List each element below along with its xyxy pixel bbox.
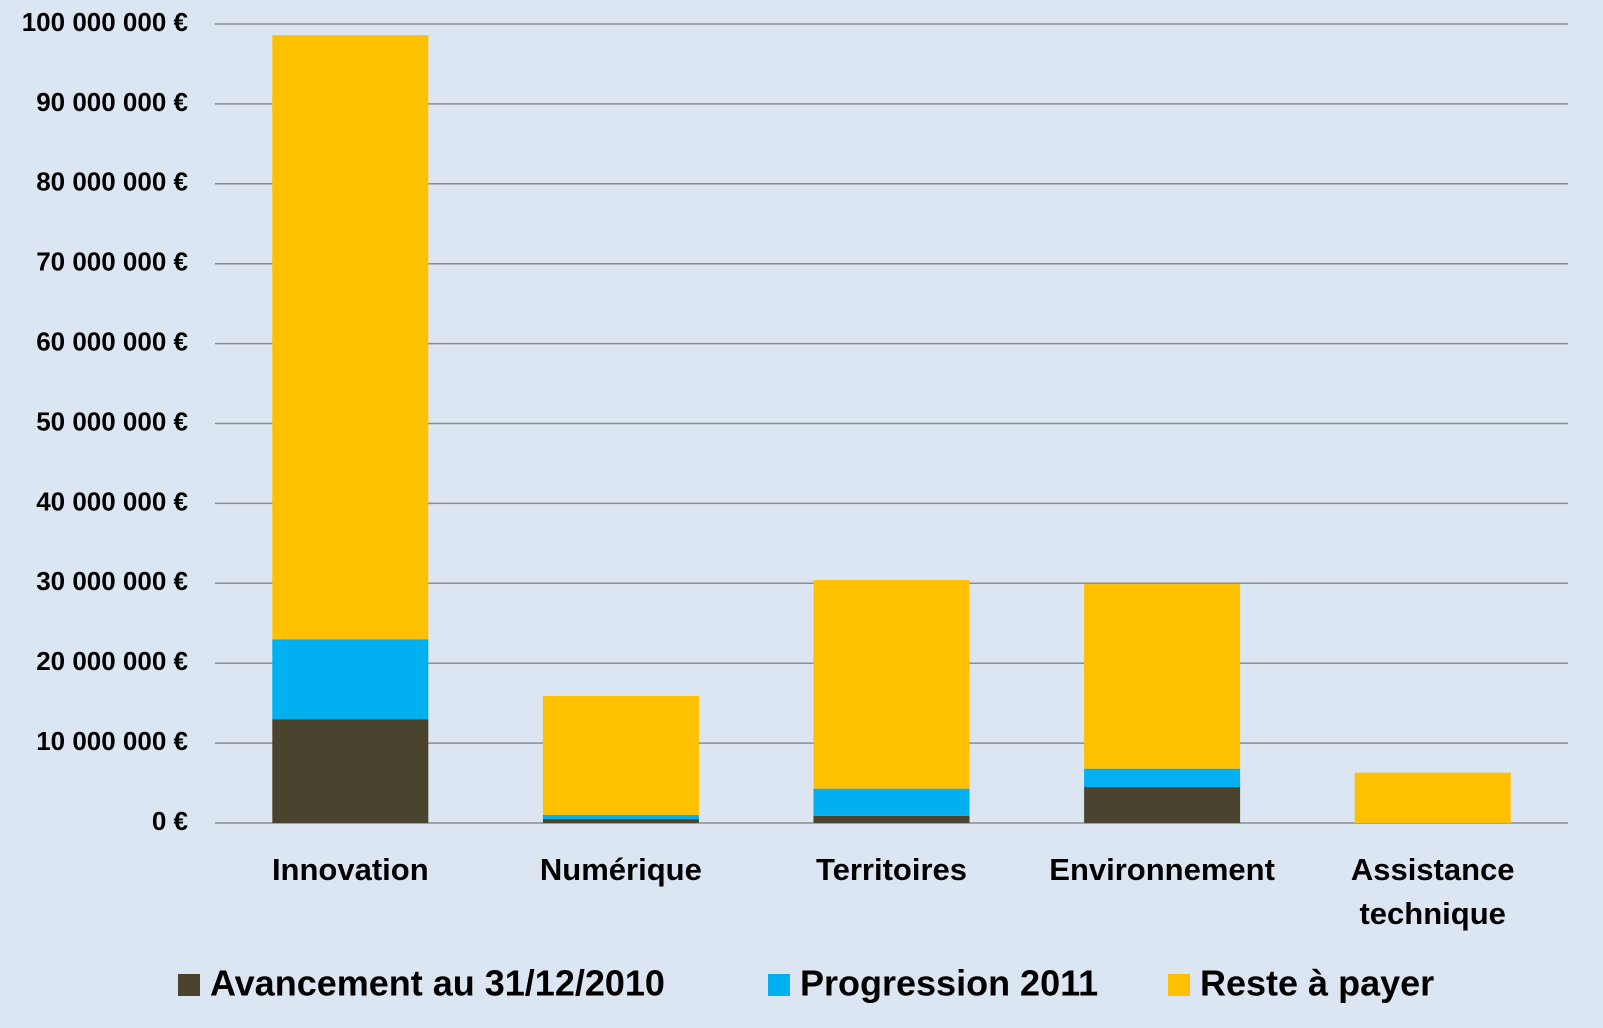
y-tick-label: 50 000 000 € xyxy=(36,406,188,436)
x-tick-label: Assistance technique xyxy=(1350,852,1515,931)
bar-segment xyxy=(542,815,699,820)
bar-segment xyxy=(542,819,699,823)
bar-segment xyxy=(542,695,699,816)
y-tick-label: 80 000 000 € xyxy=(36,167,188,197)
bar-segment xyxy=(1084,787,1241,823)
legend-swatch xyxy=(1168,974,1190,996)
bar-segment xyxy=(272,639,429,720)
y-tick-label: 20 000 000 € xyxy=(36,646,188,676)
y-tick-label: 30 000 000 € xyxy=(36,566,188,596)
y-tick-label: 70 000 000 € xyxy=(36,247,188,277)
bar-segment xyxy=(813,815,970,823)
x-tick-label: Innovation xyxy=(271,852,429,887)
legend-swatch xyxy=(178,974,200,996)
y-tick-label: 100 000 000 € xyxy=(22,7,188,37)
legend-label: Avancement au 31/12/2010 xyxy=(210,963,665,1004)
bar-segment xyxy=(1354,772,1511,823)
bar-segment xyxy=(813,580,970,789)
bar-segment xyxy=(813,788,970,816)
bar-segment xyxy=(1084,584,1241,769)
legend-label: Reste à payer xyxy=(1200,963,1434,1004)
y-tick-label: 0 € xyxy=(152,806,188,836)
y-tick-label: 10 000 000 € xyxy=(36,726,188,756)
bar-segment xyxy=(272,719,429,823)
bar-segment xyxy=(1084,768,1241,788)
legend-swatch xyxy=(768,974,790,996)
x-tick-label: Numérique xyxy=(539,852,702,887)
y-tick-label: 90 000 000 € xyxy=(36,87,188,117)
bar-segment xyxy=(272,35,429,640)
x-tick-label: Environnement xyxy=(1049,852,1275,887)
y-tick-label: 60 000 000 € xyxy=(36,326,188,356)
y-tick-label: 40 000 000 € xyxy=(36,486,188,516)
x-tick-label: Territoires xyxy=(815,852,967,887)
legend-label: Progression 2011 xyxy=(800,963,1098,1004)
